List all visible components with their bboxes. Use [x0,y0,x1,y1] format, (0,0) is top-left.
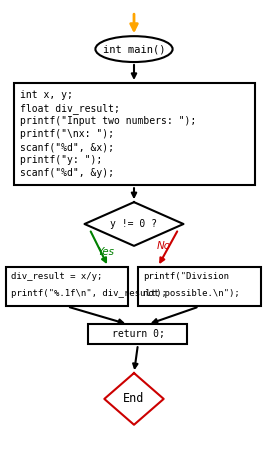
Ellipse shape [95,36,173,62]
Text: scanf("%d", &x);: scanf("%d", &x); [20,142,114,152]
Bar [6,267,128,307]
Text: printf("\nx: ");: printf("\nx: "); [20,129,114,139]
Text: printf("Input two numbers: ");: printf("Input two numbers: "); [20,116,196,126]
Text: y != 0 ?: y != 0 ? [110,219,158,229]
Polygon shape [104,373,164,425]
Text: int main(): int main() [103,44,165,54]
Text: End: End [123,392,145,405]
Text: int x, y;: int x, y; [20,90,73,100]
Text: No: No [157,241,171,251]
Polygon shape [84,202,184,246]
Text: float div_result;: float div_result; [20,103,120,114]
Bar [88,324,187,344]
Text: printf("%.1f\n", div_result);: printf("%.1f\n", div_result); [11,289,167,298]
Bar [138,267,261,307]
Text: printf("y: ");: printf("y: "); [20,155,102,165]
Text: not possible.\n");: not possible.\n"); [143,289,240,298]
Bar [14,83,255,185]
Text: return 0;: return 0; [111,329,164,339]
Text: scanf("%d", &y);: scanf("%d", &y); [20,168,114,178]
Text: Yes: Yes [98,247,115,257]
Text: div_result = x/y;: div_result = x/y; [11,272,103,281]
Text: printf("Division: printf("Division [143,272,229,281]
